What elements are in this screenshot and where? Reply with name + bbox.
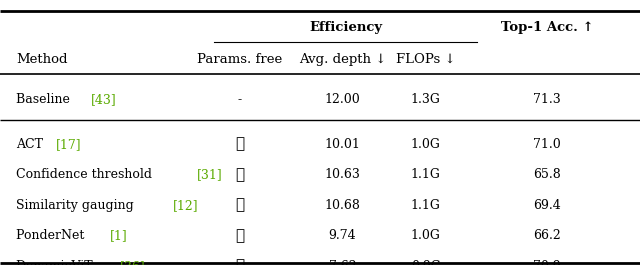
Text: 1.0G: 1.0G [411, 138, 440, 151]
Text: [1]: [1] [109, 229, 127, 242]
Text: [17]: [17] [56, 138, 82, 151]
Text: 0.9G: 0.9G [411, 260, 440, 265]
Text: FLOPs ↓: FLOPs ↓ [396, 53, 456, 66]
Text: 1.1G: 1.1G [411, 168, 440, 182]
Text: ✓: ✓ [236, 198, 244, 212]
Text: 70.9: 70.9 [533, 260, 561, 265]
Text: 12.00: 12.00 [324, 93, 360, 106]
Text: 1.3G: 1.3G [411, 93, 440, 106]
Text: -: - [238, 93, 242, 106]
Text: 7.62: 7.62 [328, 260, 356, 265]
Text: 69.4: 69.4 [533, 199, 561, 212]
Text: Similarity gauging: Similarity gauging [16, 199, 138, 212]
Text: ✓: ✓ [236, 168, 244, 182]
Text: Avg. depth ↓: Avg. depth ↓ [299, 53, 386, 66]
Text: 71.0: 71.0 [533, 138, 561, 151]
Text: ✓: ✓ [236, 229, 244, 243]
Text: [31]: [31] [196, 168, 222, 182]
Text: 65.8: 65.8 [533, 168, 561, 182]
Text: 10.63: 10.63 [324, 168, 360, 182]
Text: DynamicViT: DynamicViT [16, 260, 97, 265]
Text: Top-1 Acc. ↑: Top-1 Acc. ↑ [501, 21, 593, 34]
Text: PonderNet: PonderNet [16, 229, 88, 242]
Text: Efficiency: Efficiency [309, 21, 382, 34]
Text: 1.0G: 1.0G [411, 229, 440, 242]
Text: Params. free: Params. free [197, 53, 283, 66]
Text: 10.68: 10.68 [324, 199, 360, 212]
Text: [43]: [43] [91, 93, 116, 106]
Text: ✗: ✗ [236, 259, 244, 265]
Text: Method: Method [16, 53, 67, 66]
Text: ACT: ACT [16, 138, 47, 151]
Text: ✗: ✗ [236, 138, 244, 151]
Text: [12]: [12] [173, 199, 199, 212]
Text: 71.3: 71.3 [533, 93, 561, 106]
Text: [36]: [36] [120, 260, 146, 265]
Text: 9.74: 9.74 [328, 229, 356, 242]
Text: 10.01: 10.01 [324, 138, 360, 151]
Text: Confidence threshold: Confidence threshold [16, 168, 156, 182]
Text: 1.1G: 1.1G [411, 199, 440, 212]
Text: Baseline: Baseline [16, 93, 74, 106]
Text: 66.2: 66.2 [533, 229, 561, 242]
